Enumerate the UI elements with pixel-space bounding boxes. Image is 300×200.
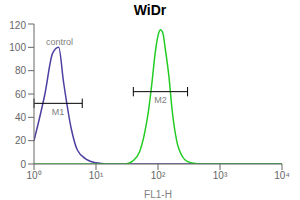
- svg-text:control: control: [46, 37, 73, 47]
- svg-text:10⁰: 10⁰: [26, 170, 41, 181]
- svg-text:40: 40: [15, 112, 27, 123]
- svg-text:0: 0: [20, 159, 26, 170]
- svg-text:M1: M1: [52, 107, 65, 117]
- svg-text:20: 20: [15, 135, 27, 146]
- svg-text:FL1-H: FL1-H: [144, 189, 172, 198]
- svg-text:120: 120: [9, 20, 26, 31]
- svg-text:10²: 10²: [151, 170, 166, 181]
- svg-text:100: 100: [9, 42, 26, 53]
- svg-text:10⁴: 10⁴: [274, 170, 289, 181]
- svg-text:10¹: 10¹: [89, 170, 104, 181]
- html-text:WiDr: WiDr: [133, 2, 167, 18]
- svg-text:M2: M2: [154, 95, 167, 105]
- svg-text:10³: 10³: [213, 170, 228, 181]
- svg-text:80: 80: [15, 65, 27, 76]
- svg-text:60: 60: [15, 89, 27, 100]
